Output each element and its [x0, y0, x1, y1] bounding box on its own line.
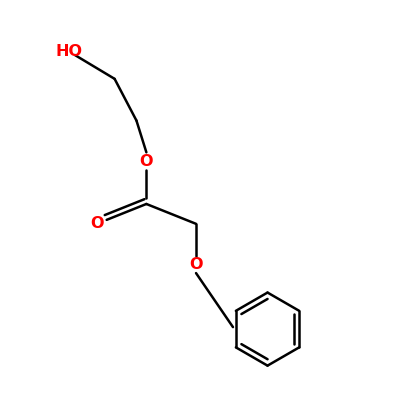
Text: HO: HO	[55, 44, 82, 58]
Text: O: O	[90, 216, 104, 231]
Text: O: O	[189, 257, 203, 272]
Text: O: O	[140, 154, 153, 168]
